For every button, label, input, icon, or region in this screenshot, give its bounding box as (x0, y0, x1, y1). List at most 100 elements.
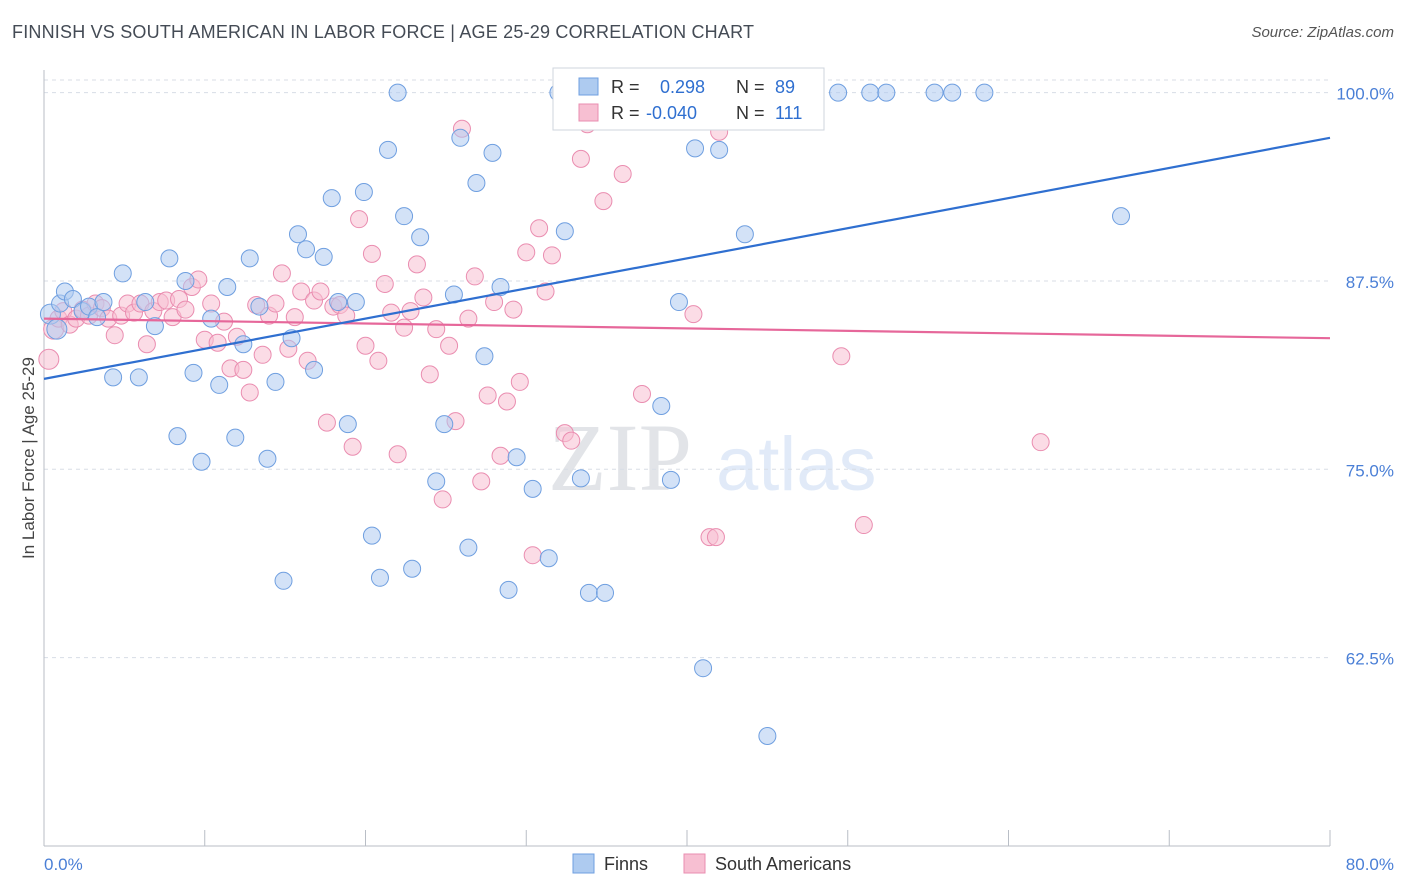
finns-point (240, 249, 259, 268)
south-americans-trend-line (43, 317, 1331, 340)
finns-point (669, 293, 688, 312)
south-americans-point (472, 472, 491, 491)
finns-point (362, 526, 381, 545)
finns-point (427, 472, 446, 491)
stats-sa-swatch (578, 103, 599, 122)
finns-point (735, 225, 754, 244)
stats-finns-r-value: 0.298 (660, 77, 705, 97)
y-tick-label: 75.0% (1346, 461, 1394, 480)
finns-point (499, 580, 518, 599)
south-americans-point (202, 294, 221, 313)
finns-point (274, 571, 293, 590)
south-americans-point (240, 383, 259, 402)
south-americans-point (536, 282, 555, 301)
south-americans-point (632, 384, 651, 403)
legend: Finns South Americans (572, 853, 851, 874)
south-americans-point (684, 305, 703, 324)
finns-point (710, 140, 729, 159)
stats-sa-r-value: -0.040 (646, 103, 697, 123)
y-axis-label: In Labor Force | Age 25-29 (19, 357, 38, 559)
source-credit: Source: ZipAtlas.com (1251, 24, 1394, 41)
south-americans-point (266, 294, 285, 313)
watermark: ZIP atlas (548, 404, 877, 511)
south-americans-point (105, 326, 124, 345)
finns-point (861, 83, 880, 102)
finns-point (395, 207, 414, 226)
finns-point (63, 290, 82, 309)
south-americans-point (465, 267, 484, 286)
finns-point (94, 293, 113, 312)
finns-point (226, 428, 245, 447)
finns-point (346, 293, 365, 312)
x-tick-label-max: 80.0% (1346, 855, 1394, 874)
south-americans-point (491, 446, 510, 465)
finns-point (218, 277, 237, 296)
south-americans-point (427, 320, 446, 339)
stats-finns-n-value: 89 (775, 77, 795, 97)
watermark-zip: ZIP (548, 404, 692, 511)
finns-point (555, 222, 574, 241)
finns-point (314, 247, 333, 266)
south-americans-point (356, 336, 375, 355)
finns-point (579, 583, 598, 602)
finns-point (411, 228, 430, 247)
finns-point (168, 427, 187, 446)
trend-lines (43, 136, 1331, 380)
south-americans-point (459, 309, 478, 328)
south-americans-point (137, 335, 156, 354)
finns-point (329, 293, 348, 312)
series-finns (39, 83, 1131, 746)
y-tick-label: 62.5% (1346, 650, 1394, 669)
south-americans-point (362, 244, 381, 263)
finns-point (136, 293, 155, 312)
finns-point (113, 264, 132, 283)
finns-point (467, 174, 486, 193)
finns-point (403, 559, 422, 578)
south-americans-point (369, 351, 388, 370)
finns-point (250, 297, 269, 316)
finns-point (539, 549, 558, 568)
south-americans-point (571, 149, 590, 168)
south-americans-point (395, 318, 414, 337)
finns-point (322, 189, 341, 208)
y-tick-label: 100.0% (1336, 85, 1394, 104)
finns-point (596, 583, 615, 602)
south-americans-point (350, 210, 369, 229)
south-americans-point (253, 345, 272, 364)
finns-point (523, 479, 542, 498)
south-americans-point (420, 365, 439, 384)
south-americans-point (38, 348, 60, 370)
finns-point (305, 360, 324, 379)
finns-point (88, 308, 107, 327)
south-americans-point (234, 360, 253, 379)
south-americans-point (504, 300, 523, 319)
legend-finns-swatch (572, 853, 595, 874)
finns-point (338, 415, 357, 434)
stats-sa-n-value: 111 (775, 103, 802, 123)
south-americans-point (542, 246, 561, 265)
finns-point (46, 318, 68, 340)
finns-point (160, 249, 179, 268)
finns-point (975, 83, 994, 102)
finns-point (925, 83, 944, 102)
x-tick-label-min: 0.0% (44, 855, 83, 874)
stats-finns-r-label: R = (611, 77, 640, 97)
finns-point (829, 83, 848, 102)
south-americans-point (375, 274, 394, 293)
watermark-atlas: atlas (716, 422, 877, 507)
finns-point (210, 375, 229, 394)
y-tick-labels: 62.5% 75.0% 87.5% 100.0% (1336, 85, 1394, 669)
south-americans-point (292, 282, 311, 301)
south-americans-point (497, 392, 516, 411)
finns-point (652, 397, 671, 416)
south-americans-point (562, 431, 581, 450)
south-americans-point (414, 288, 433, 307)
finns-point (483, 143, 502, 162)
x-tick-marks (43, 830, 1331, 846)
south-americans-point (1031, 433, 1050, 452)
south-americans-point (343, 437, 362, 456)
finns-point (202, 309, 221, 328)
stats-finns-swatch (578, 77, 599, 96)
south-americans-point (478, 386, 497, 405)
